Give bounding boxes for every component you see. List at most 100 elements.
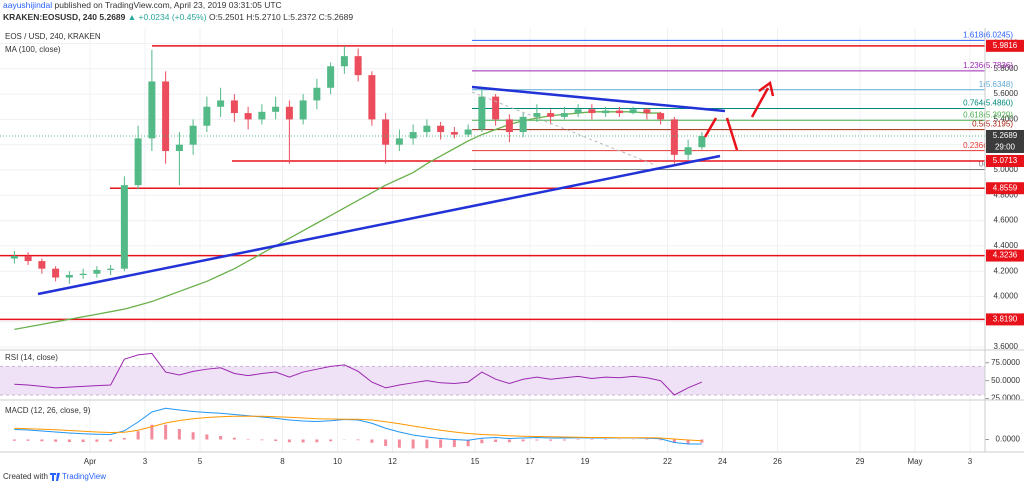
fib-label: 1.618(6.0245) (963, 31, 1013, 40)
candle-body (327, 66, 335, 88)
signal-line (14, 415, 702, 442)
candle-body (560, 113, 568, 117)
x-tick-label: 3 (968, 457, 973, 466)
macd-histogram-bar (425, 439, 429, 449)
macd-histogram-bar (411, 439, 415, 449)
ma-legend: MA (100, close) (5, 45, 61, 54)
change: ▲ +0.0234 (+0.45%) (128, 12, 207, 22)
macd-histogram-bar (507, 439, 511, 443)
candle-body (423, 125, 431, 133)
macd-histogram-bar (452, 439, 456, 447)
macd-histogram-bar (12, 439, 16, 441)
macd-histogram-bar (95, 439, 99, 442)
level-tag-label: 3.8190 (993, 315, 1018, 324)
price-tags: 5.9816 5.0713 4.8559 4.3236 3.8190 5.2689 29:0… (986, 39, 1024, 326)
candle-body (492, 96, 500, 120)
header-line: KRAKEN:EOSUSD, 240 5.2689 ▲ +0.0234 (+0.… (3, 12, 353, 22)
candle-body (217, 100, 225, 107)
candle-body (657, 113, 665, 120)
x-tick-label: 15 (471, 457, 480, 466)
candle-body (684, 147, 692, 155)
level-tag-label: 4.3236 (993, 251, 1018, 260)
level-tag (986, 154, 1024, 167)
countdown-label: 29:00 (995, 143, 1016, 152)
macd-histogram-bar (700, 439, 704, 443)
fib-label: 0.5(5.3195) (972, 120, 1013, 129)
candle-body (505, 119, 513, 133)
fib-label: 0.618(5.3929) (963, 110, 1013, 119)
candle-body (547, 113, 555, 117)
footer-brand: TradingView (62, 472, 106, 481)
rsi-line (14, 352, 703, 396)
macd-histogram-bar (150, 424, 154, 440)
candle-body (409, 132, 417, 139)
fib-label: 0.764(5.4860) (963, 99, 1013, 108)
macd-histogram-bar (549, 439, 553, 441)
candle-body (450, 132, 458, 135)
x-tick-label: 3 (143, 457, 148, 466)
macd-histogram-bar (219, 436, 223, 440)
candle-body (478, 96, 486, 130)
macd-histogram-bar (109, 439, 113, 442)
macd-histogram-bar (535, 439, 539, 441)
candle-body (437, 125, 445, 133)
arrow-head (758, 80, 775, 97)
last: 5.2689 (99, 12, 125, 22)
macd-histogram-bar (356, 439, 360, 441)
macd-histogram-bar (260, 439, 264, 441)
plot-layer: Apr358101215171922242629May33.60003.8000… (0, 28, 1021, 466)
last-price-tag (986, 129, 1024, 142)
macd-histogram-bar (604, 439, 608, 440)
candle-body (354, 56, 362, 76)
y-tick-label: 4.0000 (994, 292, 1019, 301)
pane-title: MACD (12, 26, close, 9) (5, 406, 91, 415)
macd-histogram-bar (164, 424, 168, 440)
candle-body (313, 87, 321, 101)
candle-body (10, 256, 18, 259)
candle-body (533, 113, 541, 117)
macd-histogram-bar (177, 429, 181, 440)
arrow-path (725, 117, 739, 151)
x-tick-label: 12 (388, 457, 397, 466)
candle-body (519, 116, 527, 133)
y-tick-label: 4.4000 (994, 241, 1019, 250)
pane-title: RSI (14, close) (5, 353, 58, 362)
macd-histogram-bar (26, 439, 30, 441)
candle-body (258, 111, 266, 120)
macd-histogram-bar (315, 439, 319, 443)
macd-histogram-bar (645, 439, 649, 440)
macd-histogram-bar (205, 434, 209, 440)
candle-body (203, 106, 211, 126)
candle-body (574, 109, 582, 114)
macd-histogram-bar (576, 439, 580, 440)
macd-histogram-bar (136, 431, 140, 440)
pane-title: EOS / USD, 240, KRAKEN (5, 32, 101, 41)
x-tick-label: 19 (581, 457, 590, 466)
x-tick-label: 10 (333, 457, 342, 466)
rsi-band (0, 366, 985, 395)
candle-body (602, 110, 610, 114)
candle-body (162, 81, 170, 152)
candle-body (38, 261, 46, 269)
x-tick-label: May (907, 457, 922, 466)
macd-histogram-bar (659, 439, 663, 441)
macd-histogram-bar (287, 439, 291, 443)
level-tag (986, 249, 1024, 262)
trendline-resistance (471, 85, 726, 113)
candle-body (285, 106, 293, 120)
macd-histogram-bar (686, 439, 690, 444)
candle-body (272, 106, 280, 112)
x-tick-label: 24 (718, 457, 727, 466)
macd-histogram-bar (480, 439, 484, 444)
candle-body (148, 81, 156, 139)
level-tag-label: 4.8559 (993, 183, 1018, 192)
last-price-label: 5.2689 (993, 131, 1018, 140)
macd-histogram-bar (590, 439, 594, 440)
x-tick-label: 26 (773, 457, 782, 466)
x-tick-label: 17 (526, 457, 535, 466)
macd-histogram-bar (246, 439, 250, 440)
candle-body (299, 100, 307, 120)
level-tag (986, 313, 1024, 326)
